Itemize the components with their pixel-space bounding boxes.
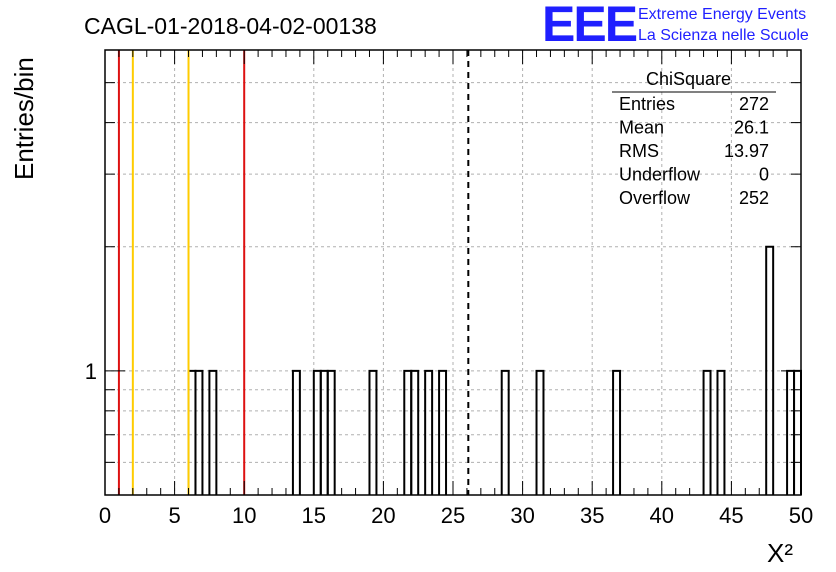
- stats-value: 13.97: [724, 141, 769, 161]
- x-tick-label: 0: [99, 503, 111, 528]
- chart-title: CAGL-01-2018-04-02-00138: [84, 13, 377, 39]
- histogram-bin: [716, 369, 726, 495]
- x-tick-label: 15: [302, 503, 326, 528]
- tick-labels: 0 5 10 15 20 25 30 35 40 45 50 1: [85, 359, 813, 528]
- stats-value: 0: [759, 165, 769, 185]
- histogram-bin: [410, 369, 420, 495]
- histogram-bin: [208, 369, 218, 495]
- logo-line-1: Extreme Energy Events: [638, 6, 806, 23]
- histogram-bin: [326, 369, 336, 495]
- histogram-bin: [368, 369, 378, 495]
- stats-value: 26.1: [734, 118, 769, 138]
- y-axis-title: Entries/bin: [9, 57, 39, 180]
- stats-rows: Entries 272 Mean 26.1 RMS 13.97 Underflow 0 Over…: [619, 94, 769, 208]
- histogram-bin: [612, 369, 622, 495]
- x-tick-label: 20: [371, 503, 395, 528]
- x-tick-label: 35: [580, 503, 604, 528]
- histogram-bin: [438, 369, 448, 495]
- reference-lines: [117, 50, 470, 495]
- x-axis-title: X²: [767, 538, 793, 568]
- logo-line-2: La Scienza nelle Scuole: [638, 27, 809, 44]
- histogram-bin: [291, 369, 301, 495]
- axis-ticks: [104, 50, 802, 495]
- histogram-bin: [535, 369, 545, 495]
- stats-label: Underflow: [619, 165, 701, 185]
- stats-label: Entries: [619, 94, 675, 114]
- x-tick-label: 45: [719, 503, 743, 528]
- histogram-bin: [194, 369, 204, 495]
- histogram-bin: [500, 369, 510, 495]
- stats-box: ChiSquare Entries 272 Mean 26.1 RMS 13.97 Unde…: [612, 69, 776, 208]
- stats-value: 252: [739, 188, 769, 208]
- stats-label: Overflow: [619, 188, 691, 208]
- stats-title: ChiSquare: [646, 69, 731, 89]
- stats-label: RMS: [619, 141, 659, 161]
- x-tick-label: 5: [168, 503, 180, 528]
- stats-label: Mean: [619, 118, 664, 138]
- x-tick-label: 30: [510, 503, 534, 528]
- histogram-bin: [765, 245, 775, 495]
- eee-logo: EEE: [542, 0, 637, 52]
- x-tick-label: 10: [232, 503, 256, 528]
- histogram-bin: [424, 369, 434, 495]
- x-tick-label: 50: [789, 503, 813, 528]
- x-tick-label: 25: [441, 503, 465, 528]
- stats-value: 272: [739, 94, 769, 114]
- grid: [105, 50, 801, 495]
- y-tick-label: 1: [85, 359, 97, 384]
- x-tick-label: 40: [650, 503, 674, 528]
- histogram-bin: [702, 369, 712, 495]
